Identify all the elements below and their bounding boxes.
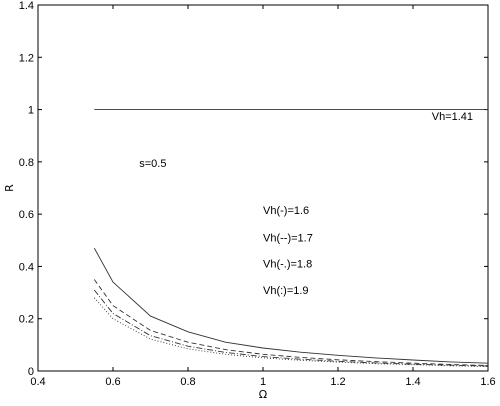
series-layer [93, 109, 489, 368]
y-tick-label: 0 [28, 366, 34, 378]
annotation-label: Vh(:)=1.9 [263, 285, 309, 297]
x-axis: 0.4 0.6 0.8 1 1.2 1.4 1.6 [30, 5, 496, 388]
series-line-3 [93, 289, 489, 367]
y-axis-title: R [3, 184, 16, 192]
series-line-1 [93, 247, 489, 364]
y-tick-label: 0.2 [19, 314, 34, 326]
annotations: Vh=1.41 s=0.5 Vh(-)=1.6 Vh(--)=1.7 Vh(-.)=1.… [139, 111, 473, 297]
x-tick-label: 0.8 [180, 376, 195, 388]
x-tick-label: 1.2 [330, 376, 345, 388]
x-tick-label: 0.4 [30, 376, 45, 388]
y-tick-label: 1 [28, 105, 34, 117]
y-tick-label: 0.4 [19, 261, 34, 273]
x-tick-label: 1 [260, 376, 266, 388]
plot-frame [37, 4, 489, 372]
series-line-4 [93, 297, 489, 368]
y-tick-label: 1.2 [19, 52, 34, 64]
y-axis: 0 0.2 0.4 0.6 0.8 1 1.2 1.4 [19, 0, 488, 378]
x-tick-label: 1.6 [480, 376, 495, 388]
y-tick-label: 1.4 [19, 0, 34, 12]
annotation-label: Vh(--)=1.7 [263, 233, 313, 245]
annotation-label: Vh(-.)=1.8 [263, 259, 312, 271]
y-tick-label: 0.8 [19, 157, 34, 169]
x-tick-label: 1.4 [405, 376, 420, 388]
x-axis-title: Ω [259, 388, 267, 401]
series-line-2 [93, 279, 489, 366]
x-tick-label: 0.6 [105, 376, 120, 388]
y-tick-label: 0.6 [19, 209, 34, 221]
annotation-label: Vh=1.41 [432, 111, 473, 123]
annotation-label: s=0.5 [139, 158, 166, 170]
annotation-label: Vh(-)=1.6 [263, 205, 309, 217]
